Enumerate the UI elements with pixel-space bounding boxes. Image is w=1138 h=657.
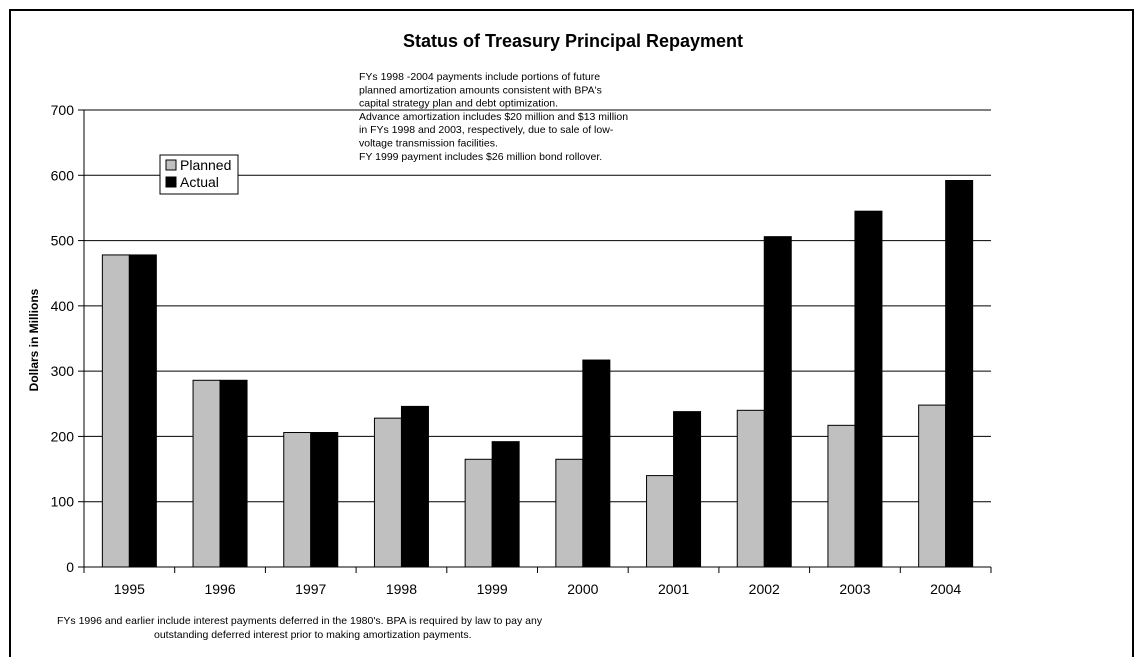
x-tick-labels: 1995 1996 1997 1998 1999 2000 2001 2002 2003 2004 bbox=[114, 581, 962, 597]
bar-actual-2002 bbox=[763, 236, 792, 568]
annotation-line: Advance amortization includes $20 millio… bbox=[359, 111, 628, 123]
bar-actual-1995 bbox=[128, 254, 157, 568]
y-tick-label: 400 bbox=[51, 298, 75, 314]
bar-planned-2004 bbox=[918, 404, 947, 568]
legend-swatch-planned bbox=[165, 159, 177, 171]
x-tick-label: 2003 bbox=[839, 581, 870, 597]
y-tick-label: 0 bbox=[66, 559, 74, 575]
y-tick-label: 100 bbox=[51, 494, 75, 510]
x-tick-label: 2000 bbox=[567, 581, 598, 597]
bar-planned-2002 bbox=[736, 409, 765, 568]
bar-planned-1998 bbox=[373, 417, 402, 568]
annotation-line: planned amortization amounts consistent … bbox=[359, 84, 602, 96]
bar-planned-1997 bbox=[283, 432, 312, 568]
bar-actual-2000 bbox=[582, 359, 611, 568]
annotation-line: in FYs 1998 and 2003, respectively, due … bbox=[359, 124, 614, 136]
bar-planned-1996 bbox=[192, 379, 221, 568]
annotation-line: FY 1999 payment includes $26 million bon… bbox=[359, 151, 602, 163]
bar-actual-2003 bbox=[854, 210, 883, 568]
legend-label-planned: Planned bbox=[180, 157, 231, 173]
annotation-line: FYs 1998 -2004 payments include portions… bbox=[359, 71, 600, 83]
y-tick-label: 500 bbox=[51, 233, 75, 249]
footnote: FYs 1996 and earlier include interest pa… bbox=[57, 615, 543, 641]
x-tick-label: 1997 bbox=[295, 581, 326, 597]
y-axis-label: Dollars in Millions bbox=[27, 288, 41, 391]
legend-label-actual: Actual bbox=[180, 174, 219, 190]
y-tick-label: 200 bbox=[51, 428, 75, 444]
legend-swatch-actual bbox=[165, 176, 177, 188]
bar-actual-1996 bbox=[219, 379, 248, 568]
bar-actual-2004 bbox=[945, 180, 974, 568]
x-tick-label: 2004 bbox=[930, 581, 961, 597]
chart-title: Status of Treasury Principal Repayment bbox=[403, 31, 743, 51]
x-tick-label: 2001 bbox=[658, 581, 689, 597]
bar-planned-2003 bbox=[827, 424, 856, 568]
bar-planned-2001 bbox=[646, 475, 675, 568]
footnote-line: outstanding deferred interest prior to m… bbox=[154, 629, 472, 641]
chart-frame bbox=[9, 9, 1134, 657]
y-tick-label: 300 bbox=[51, 363, 75, 379]
annotation-line: voltage transmission facilities. bbox=[359, 138, 498, 150]
x-tick-label: 1995 bbox=[114, 581, 145, 597]
y-tick-labels: 0 100 200 300 400 500 600 700 bbox=[51, 102, 75, 575]
annotation-note: FYs 1998 -2004 payments include portions… bbox=[359, 71, 628, 163]
footnote-line: FYs 1996 and earlier include interest pa… bbox=[57, 615, 543, 627]
axes bbox=[78, 109, 992, 573]
bar-actual-1999 bbox=[491, 441, 520, 568]
bar-actual-1998 bbox=[400, 405, 429, 568]
y-tick-label: 600 bbox=[51, 167, 75, 183]
bar-actual-2001 bbox=[673, 411, 702, 568]
bar-actual-1997 bbox=[310, 432, 339, 568]
y-tick-label: 700 bbox=[51, 102, 75, 118]
bar-planned-2000 bbox=[555, 458, 584, 568]
annotation-line: capital strategy plan and debt optimizat… bbox=[359, 98, 558, 110]
bar-planned-1999 bbox=[464, 458, 493, 568]
x-tick-label: 1996 bbox=[204, 581, 235, 597]
bars bbox=[101, 180, 974, 568]
x-tick-label: 2002 bbox=[749, 581, 780, 597]
x-tick-label: 1999 bbox=[477, 581, 508, 597]
bar-planned-1995 bbox=[101, 254, 130, 568]
x-tick-label: 1998 bbox=[386, 581, 417, 597]
